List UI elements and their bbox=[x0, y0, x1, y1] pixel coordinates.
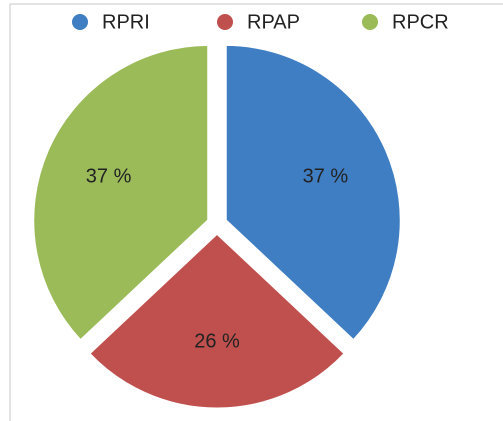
data-label: 37 % bbox=[86, 165, 132, 187]
pie-slice bbox=[223, 42, 403, 344]
data-label: 26 % bbox=[194, 330, 240, 352]
legend-marker bbox=[362, 14, 378, 30]
legend-label: RPCR bbox=[392, 11, 449, 33]
legend-label: RPRI bbox=[102, 11, 150, 33]
pie-slice bbox=[86, 230, 348, 411]
legend-marker bbox=[72, 14, 88, 30]
legend-marker bbox=[217, 14, 233, 30]
pie-slice bbox=[31, 42, 211, 344]
data-label: 37 % bbox=[303, 165, 349, 187]
legend-label: RPAP bbox=[247, 11, 300, 33]
